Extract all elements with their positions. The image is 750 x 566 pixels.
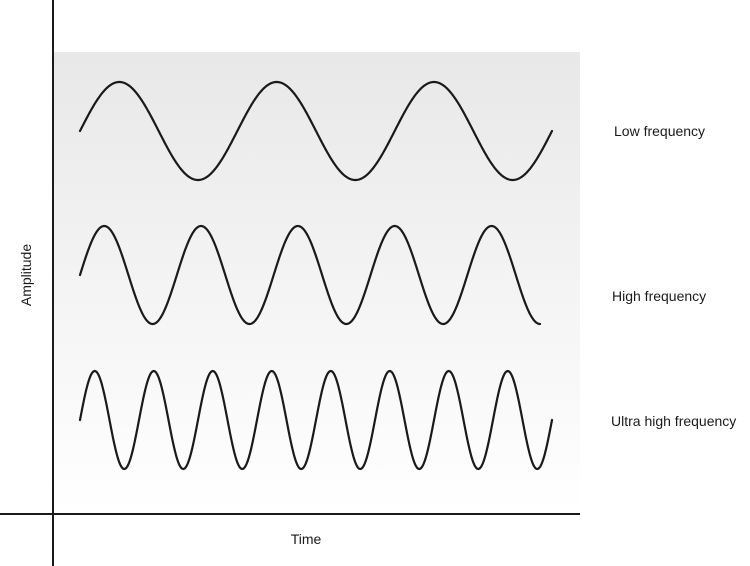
wave-label-low: Low frequency [614, 123, 705, 139]
plot-background [53, 52, 580, 514]
wave-high [78, 224, 542, 326]
wave-group [78, 80, 554, 471]
x-axis-label: Time [291, 531, 322, 547]
y-axis-label: Amplitude [18, 244, 34, 306]
wave-label-high: High frequency [612, 288, 706, 304]
wave-low [78, 80, 554, 182]
wave-label-ultra: Ultra high frequency [611, 413, 736, 429]
wave-ultra [78, 369, 554, 471]
